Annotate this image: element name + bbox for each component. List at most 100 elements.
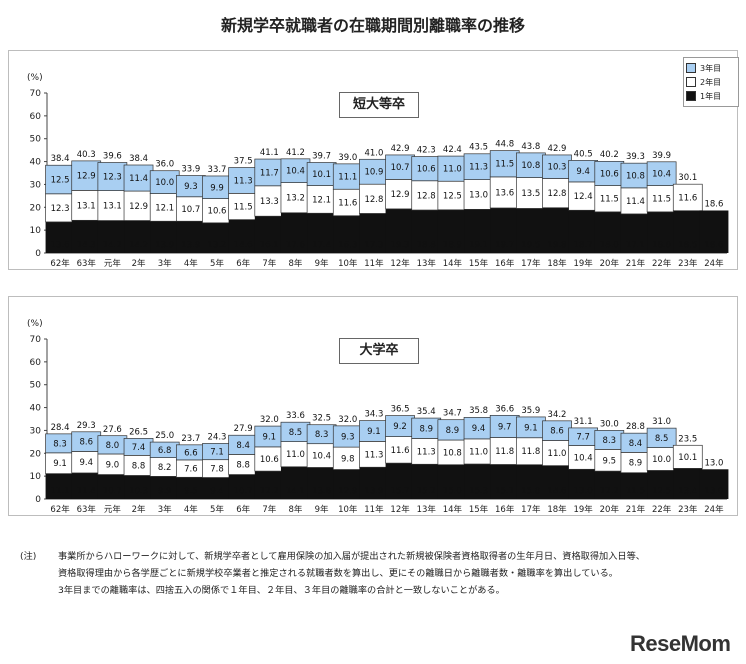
data-label-total: 43.5: [469, 143, 488, 153]
chart-title: 大学卒: [339, 338, 419, 364]
note-text: 事業所からハローワークに対して、新規学卒者として雇用保険の加入届が提出された新規…: [58, 551, 645, 562]
x-tick-label: 23年: [678, 258, 698, 269]
bar-segment-year1: [228, 474, 258, 499]
y-tick-label: 10: [30, 472, 42, 482]
y-tick-label: 70: [30, 335, 42, 345]
data-label-year3: 7.4: [132, 443, 146, 453]
legend-swatch-year1: [686, 91, 696, 101]
bar-segment-year3: [332, 163, 363, 190]
data-label-year1: 14.1: [286, 487, 305, 497]
bar-segment-year1: [97, 220, 127, 253]
data-label-total: 33.7: [208, 165, 227, 175]
data-label-total: 41.1: [260, 148, 279, 158]
note-line: 3年目までの離職率は、四捨五入の関係で１年目、２年目、３年目の離職率の合計と一致…: [20, 582, 732, 599]
chart-title: 短大等卒: [339, 92, 419, 118]
data-label-year3: 8.5: [655, 434, 669, 444]
data-label-year3: 6.6: [184, 448, 198, 458]
data-label-year3: 12.9: [77, 172, 96, 182]
data-label-year1: 13.2: [208, 241, 227, 251]
data-label-year2: 11.5: [234, 202, 253, 212]
x-tick-label: 12年: [390, 258, 410, 269]
data-label-total: 31.0: [652, 417, 671, 427]
data-label-year3: 8.3: [53, 439, 67, 449]
data-label-year1: 18.5: [678, 241, 697, 251]
data-label-total: 32.5: [312, 414, 331, 424]
x-tick-label: 4年: [184, 504, 198, 515]
data-label-year1: 18.0: [652, 241, 671, 251]
x-tick-label: 3年: [158, 504, 172, 515]
bar-segment-year1: [437, 209, 467, 253]
y-tick-label: 40: [30, 158, 42, 168]
bar-segment-year1: [333, 215, 363, 253]
data-label-year2: 12.4: [574, 192, 593, 202]
data-label-year1: 13.6: [51, 241, 70, 251]
legend-label-year1: 1年目: [700, 91, 722, 101]
bar-segment-year3: [594, 160, 625, 186]
bar-segment-year1: [254, 216, 284, 253]
data-label-year2: 10.8: [443, 448, 462, 458]
x-tick-label: 10年: [338, 258, 358, 269]
x-tick-label: 19年: [573, 258, 593, 269]
data-label-year2: 12.9: [129, 202, 148, 212]
data-label-year1: 13.9: [364, 487, 383, 497]
page-title: 新規学卒就職者の在職期間別離職率の推移: [220, 16, 525, 35]
data-label-total: 36.0: [155, 160, 174, 170]
bar-segment-year1: [673, 468, 703, 499]
bar-segment-year1: [202, 222, 232, 253]
bar-segment-year3: [254, 158, 285, 187]
x-tick-label: 14年: [443, 258, 463, 269]
legend-item-year1: 1年目: [686, 89, 736, 103]
y-tick-label: 0: [35, 249, 41, 259]
data-label-year1: 10.7: [234, 487, 253, 497]
data-label-total: 28.4: [51, 423, 70, 433]
bar-segment-year2: [463, 438, 494, 465]
data-label-year1: 11.1: [51, 487, 70, 497]
bar-segment-year1: [307, 467, 337, 499]
x-tick-label: 3年: [158, 258, 172, 269]
legend-swatch-year3: [686, 63, 696, 73]
legend-item-year3: 3年目: [686, 61, 736, 75]
bar-segment-year1: [280, 212, 310, 253]
data-label-year3: 10.1: [312, 170, 331, 180]
data-label-year3: 8.9: [419, 424, 433, 434]
data-label-year2: 10.1: [678, 453, 697, 463]
data-label-total: 30.0: [600, 419, 619, 429]
data-label-year1: 15.0: [521, 487, 540, 497]
data-label-year3: 7.1: [210, 448, 224, 458]
data-label-year3: 12.5: [51, 176, 70, 186]
data-label-total: 28.8: [626, 422, 645, 432]
data-label-total: 13.0: [704, 458, 723, 468]
data-label-year1: 15.1: [495, 487, 514, 497]
y-tick-label: 30: [30, 426, 42, 436]
data-label-year3: 8.3: [315, 430, 329, 440]
data-label-total: 33.9: [181, 165, 200, 175]
bar-segment-year1: [516, 464, 546, 499]
x-tick-label: 11年: [364, 504, 384, 515]
bar-segment-year2: [411, 180, 442, 211]
data-label-total: 39.9: [652, 151, 671, 161]
bar-segment-year1: [699, 210, 729, 253]
data-label-year1: 18.6: [704, 241, 723, 251]
data-label-total: 31.1: [574, 417, 593, 427]
data-label-year2: 10.4: [312, 452, 331, 462]
bar-segment-year1: [594, 211, 624, 253]
data-label-year3: 7.7: [576, 433, 590, 443]
data-label-year2: 12.1: [312, 195, 331, 205]
data-label-total: 39.0: [338, 153, 357, 163]
bar-segment-year2: [672, 183, 703, 212]
x-tick-label: 62年: [50, 258, 70, 269]
data-label-year1: 18.0: [600, 241, 619, 251]
data-label-year2: 10.6: [208, 207, 227, 217]
x-tick-label: 22年: [652, 258, 672, 269]
data-label-total: 37.5: [234, 156, 253, 166]
bar-segment-year2: [594, 185, 625, 213]
bar-segment-year2: [646, 185, 677, 213]
notes: (注) 事業所からハローワークに対して、新規学卒者として雇用保険の加入届が提出さ…: [20, 548, 732, 599]
bar-segment-year2: [385, 179, 415, 210]
data-label-year2: 11.5: [600, 195, 619, 205]
data-label-year1: 19.8: [548, 241, 567, 251]
bar-segment-year1: [490, 207, 520, 253]
data-label-year1: 13.0: [704, 487, 723, 497]
y-axis-unit: (%): [27, 319, 43, 329]
data-label-year1: 13.4: [678, 487, 697, 497]
